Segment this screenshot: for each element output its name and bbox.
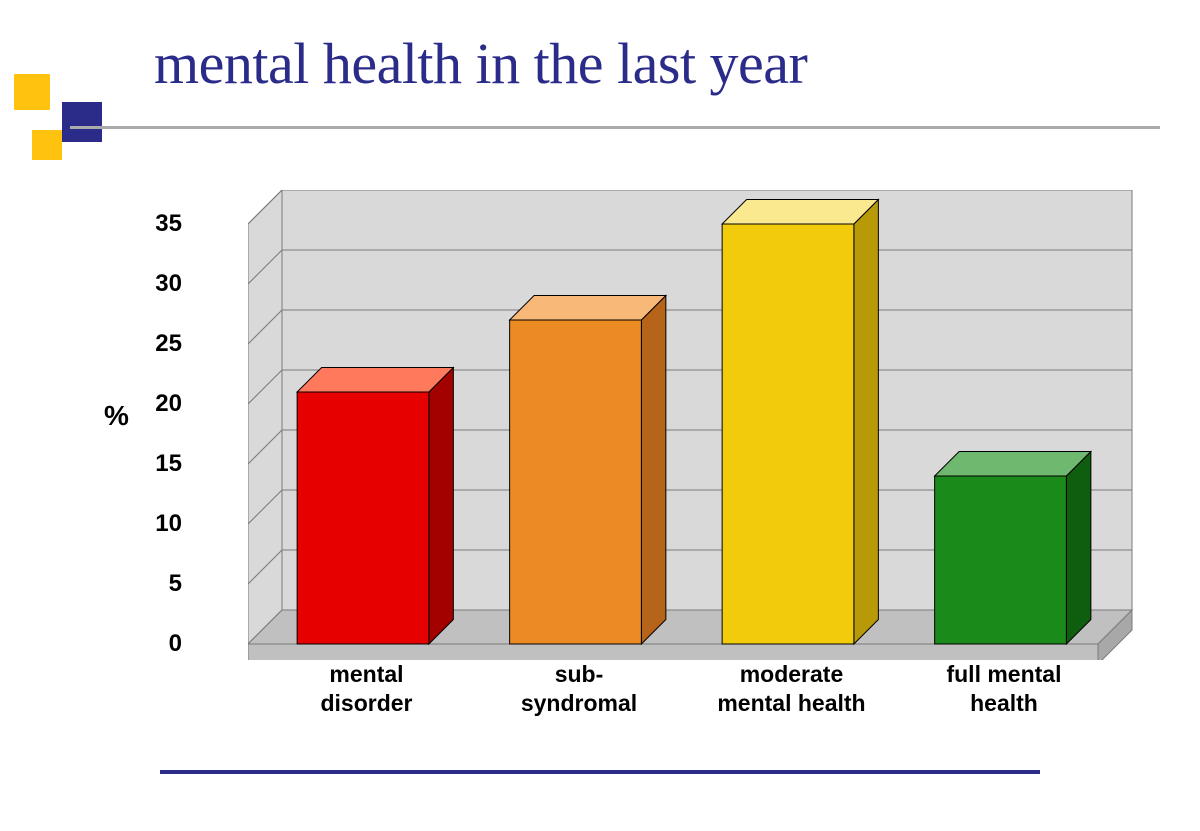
slide: mental health in the last year % 0510152… xyxy=(0,0,1200,831)
y-tick-label: 5 xyxy=(122,570,182,598)
y-tick-label: 10 xyxy=(122,510,182,538)
title-bullet-decor xyxy=(14,74,124,184)
x-tick-label: mental disorder xyxy=(256,660,476,718)
y-tick-label: 20 xyxy=(122,390,182,418)
title-underline xyxy=(70,126,1160,129)
x-tick-label: full mental health xyxy=(894,660,1114,718)
bottom-rule xyxy=(160,770,1040,774)
y-tick-label: 35 xyxy=(122,210,182,238)
slide-title: mental health in the last year xyxy=(154,30,807,97)
y-tick-label: 15 xyxy=(122,450,182,478)
y-tick-label: 0 xyxy=(122,630,182,658)
x-tick-label: sub- syndromal xyxy=(469,660,689,718)
bar-chart-3d xyxy=(248,190,1148,660)
y-tick-label: 25 xyxy=(122,330,182,358)
x-tick-label: moderate mental health xyxy=(681,660,901,718)
y-tick-label: 30 xyxy=(122,270,182,298)
